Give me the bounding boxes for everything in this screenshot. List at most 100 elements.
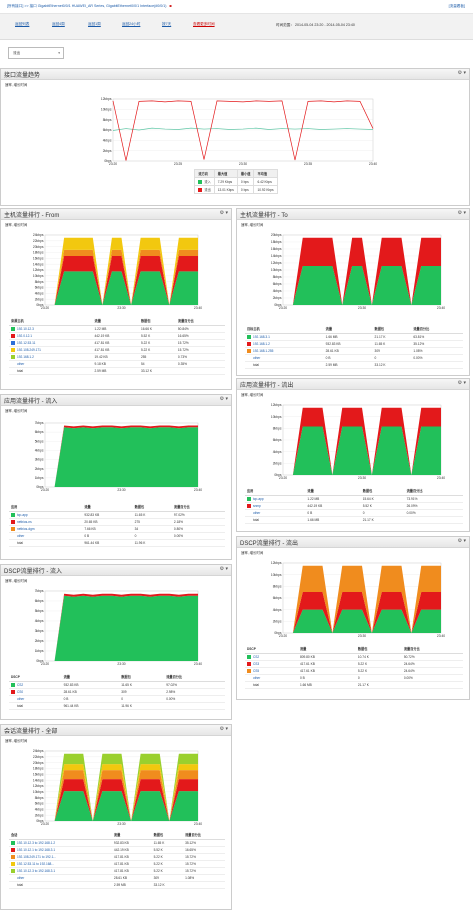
- table-cell: 0: [132, 532, 172, 541]
- row-name-link[interactable]: tcp-app: [9, 511, 83, 519]
- column-header: 应用: [9, 503, 83, 512]
- area-series-3: [45, 764, 198, 821]
- legend-swatch: [247, 496, 251, 501]
- y-tick-label: 0bps: [36, 819, 44, 823]
- row-name-link[interactable]: CS3: [245, 660, 298, 668]
- dscp-out-header: DSCP流量排行 - 流出 ⚙ ▾: [237, 537, 469, 548]
- row-name-link[interactable]: CS2: [9, 681, 62, 689]
- app-out-panel: 应用流量排行 - 流出 ⚙ ▾ 速率, 增长时间 12kbps 10kbps 8kbp…: [236, 378, 470, 532]
- y-tick-label: 18kbps: [33, 767, 44, 771]
- row-name-link[interactable]: 192.10.12.3 to 192.168.3.1: [9, 867, 112, 876]
- row-name-link[interactable]: other: [245, 509, 306, 517]
- breadcrumb-path-link[interactable]: 接口 GigabitEthernet0/0/1 HUAWEI_AR Series…: [29, 4, 167, 8]
- row-name-link[interactable]: snmp: [245, 502, 306, 510]
- dscp-out-table: DSCP 流量 数据包 流量百分比 CS2 809.80 KB 10.74 K 50.72% C…: [245, 645, 463, 690]
- row-name-link[interactable]: other: [9, 695, 62, 703]
- gear-icon[interactable]: ⚙ ▾: [457, 210, 466, 216]
- table-cell: 26.09%: [404, 502, 463, 510]
- gear-icon[interactable]: ⚙ ▾: [219, 566, 228, 572]
- y-tick-label: 12kbps: [271, 403, 282, 407]
- table-cell: 1.08%: [183, 874, 225, 883]
- y-tick-label: 3kbps: [35, 629, 44, 633]
- table-cell: 21.17 K: [372, 333, 412, 341]
- table-cell: 0: [355, 674, 402, 683]
- row-name-link[interactable]: CS2: [245, 653, 298, 661]
- table-row: 192.168.1.2 932.83 KB 11.65 K 35.12%: [245, 340, 463, 348]
- row-name-link[interactable]: other: [9, 532, 83, 541]
- row-name-link[interactable]: 192.12.53.11 to 192.168...: [9, 860, 112, 869]
- gear-icon[interactable]: ⚙ ▾: [219, 726, 228, 732]
- row-name-link[interactable]: 192.12.53.11: [9, 339, 93, 347]
- row-name-link[interactable]: 192.108.249.171 to 192.1...: [9, 853, 112, 861]
- x-tick-label: 23:35: [304, 162, 312, 166]
- x-tick-label: 23:20: [279, 306, 287, 310]
- legend-swatch: [11, 340, 15, 345]
- row-name-link[interactable]: other: [9, 874, 112, 883]
- table-cell: 10.92 Kbps: [253, 185, 278, 195]
- y-tick-label: 16kbps: [271, 247, 282, 251]
- row-name-link[interactable]: 192.168.1.2: [9, 353, 93, 362]
- y-tick-label: 12kbps: [271, 561, 282, 565]
- y-tick-label: 4kbps: [273, 608, 282, 612]
- back-1week-button[interactable]: 返回1周: [88, 22, 101, 26]
- gear-icon[interactable]: ⚙ ▾: [219, 396, 228, 402]
- column-header: 会话: [9, 831, 112, 840]
- row-name-link[interactable]: 192.168.1.2: [245, 340, 324, 348]
- legend-swatch: [11, 697, 15, 701]
- area-series-2: [45, 770, 198, 821]
- camera-icon[interactable]: ◙: [169, 4, 172, 8]
- x-tick-label: 23:30: [239, 162, 247, 166]
- y-tick-label: 1kbps: [35, 476, 44, 480]
- row-name-link[interactable]: tcp-app: [245, 495, 306, 503]
- gear-icon[interactable]: ⚙ ▾: [457, 380, 466, 386]
- hosts-to-chart: 20kbps 18kbps 16kbps 14kbps 12kbps 10kbps 8kbp…: [271, 233, 445, 310]
- table-cell: 417.81 KB: [111, 867, 152, 876]
- row-name-link[interactable]: CS0: [9, 688, 62, 696]
- table-row: 192.168.1.2 19.42 KB 255 0.73%: [9, 353, 225, 362]
- row-name-link[interactable]: 192.0.12.1: [9, 332, 93, 340]
- table-cell: 97.02%: [164, 681, 225, 689]
- dscp-out-subtitle: 速率, 增长时间: [241, 551, 264, 555]
- x-tick-label: 23:20: [41, 306, 49, 310]
- row-name-link[interactable]: 192.168.1.255: [245, 347, 324, 355]
- row-name-link[interactable]: 192.10.12.1 to 192.168.3.1: [9, 846, 112, 854]
- breadcrumb: [所有接口] >> 接口 GigabitEthernet0/0/1 HUAWEI…: [7, 4, 172, 9]
- table-cell: 15.72%: [175, 346, 225, 355]
- table-cell: 7.29 Kbps: [213, 176, 238, 187]
- row-name-link[interactable]: 192.10.12.3: [9, 325, 93, 333]
- row-name-link[interactable]: netbios-ns: [9, 518, 83, 526]
- legend-swatch: [247, 511, 251, 515]
- dashboard-link[interactable]: [流量看板]: [448, 4, 465, 8]
- column-header: 平均值: [253, 169, 278, 178]
- breadcrumb-home-link[interactable]: [所有接口]: [7, 4, 24, 8]
- direction-select[interactable]: 流出 ▾: [8, 47, 64, 59]
- time-range: 时间范围： 2014-05-04 23:20 - 2014-05-04 23:4…: [276, 23, 355, 27]
- row-name-link[interactable]: other: [245, 674, 298, 683]
- app-in-header: 应用流量排行 - 流入 ⚙ ▾: [1, 395, 231, 406]
- table-cell: 0 bps: [236, 185, 255, 195]
- table-cell: 28.61 KB: [323, 347, 373, 355]
- more-time-button[interactable]: 查看更多时间: [193, 22, 215, 26]
- y-tick-label: 8kbps: [273, 584, 282, 588]
- row-name-link[interactable]: 192.168.3.1: [245, 333, 324, 341]
- legend-swatch: [11, 862, 15, 867]
- back-list-button[interactable]: 返回列表: [15, 22, 30, 26]
- back-4weeks-button[interactable]: 返回4周: [52, 22, 65, 26]
- gear-icon[interactable]: ⚙ ▾: [457, 538, 466, 544]
- row-name-link[interactable]: 192.108.249.171: [9, 346, 93, 355]
- table-cell: 5.22 K: [355, 660, 402, 668]
- y-tick-label: 4kbps: [103, 138, 112, 142]
- gear-icon[interactable]: ⚙ ▾: [457, 70, 466, 76]
- row-name-link[interactable]: netbios-dgm: [9, 525, 83, 533]
- dscp-out-title: DSCP流量排行 - 流出: [240, 541, 299, 547]
- row-name-link[interactable]: other: [245, 354, 324, 363]
- row-name-link[interactable]: CS5: [245, 667, 298, 675]
- back-24h-button[interactable]: 返回24小时: [122, 22, 141, 26]
- legend-swatch: [11, 847, 15, 852]
- table-cell: 2.18%: [171, 518, 225, 526]
- seven-days-button[interactable]: 按7天: [162, 22, 172, 26]
- row-name-link[interactable]: other: [9, 360, 93, 369]
- row-name-link[interactable]: 192.10.12.3 to 192.168.1.2: [9, 839, 112, 847]
- gear-icon[interactable]: ⚙ ▾: [219, 210, 228, 216]
